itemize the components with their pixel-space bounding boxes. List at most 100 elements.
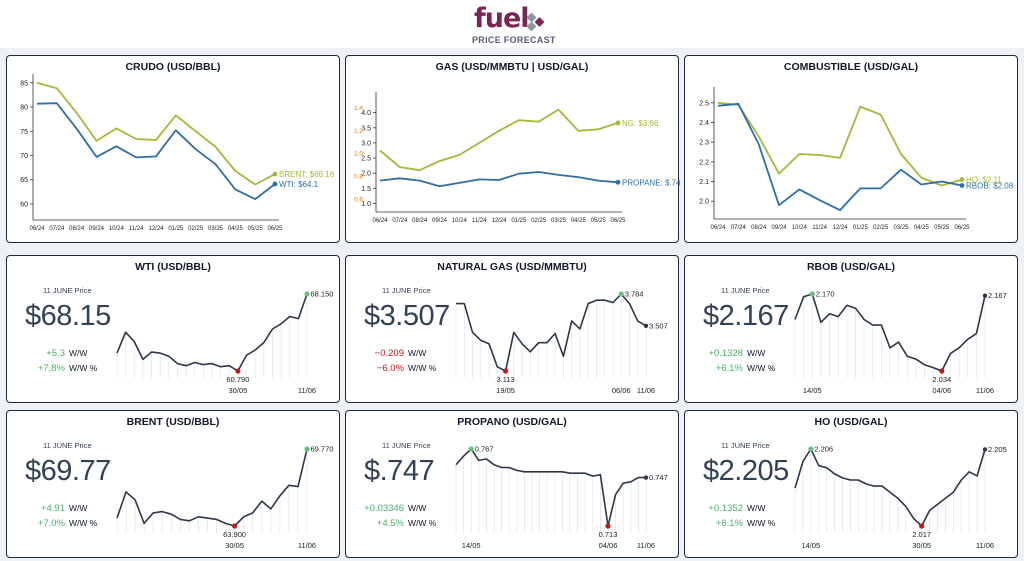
- series-end-label: WTI: $64.1: [279, 180, 319, 189]
- x-tick-label: 03/25: [893, 225, 909, 231]
- y-tick-label: 80: [20, 105, 28, 112]
- change-ww-label: W/W: [69, 503, 88, 513]
- change-ww-pct: +6.1%: [715, 518, 743, 529]
- change-ww: −0.209: [374, 348, 404, 359]
- x-tick-label: 06/25: [610, 218, 626, 224]
- x-tick-label: 04/25: [571, 218, 587, 224]
- tile-title: NATURAL GAS (USD/MMBTU): [437, 261, 587, 273]
- tile-title: WTI (USD/BBL): [135, 261, 211, 273]
- header: fuel PRICE FORECAST: [0, 0, 1024, 48]
- x-tick-label: 09/24: [771, 225, 787, 231]
- y2-tick-label: 0.8: [354, 174, 363, 181]
- price-line: [455, 448, 646, 527]
- chart-title: GAS (USD/MMBTU | USD/GAL): [435, 61, 589, 73]
- panel-propano: PROPANO (USD/GAL) 11 JUNE Price $.747 +0…: [345, 410, 679, 558]
- crudo-chart: 60 65 70 75 80 85 06/24 07/24 08/24 09/24 10/24 11/…: [20, 74, 335, 232]
- tile-title: RBOB (USD/GAL): [806, 261, 896, 273]
- x-tick-label: 14/05: [803, 386, 822, 395]
- max-point: [618, 291, 624, 297]
- logo-subtitle: PRICE FORECAST: [472, 35, 556, 45]
- y-tick-label: 2.1: [699, 179, 709, 186]
- price-line: [116, 293, 308, 372]
- x-tick-label: 19/05: [496, 386, 515, 395]
- series-end-point: [615, 179, 621, 185]
- series-end-point: [615, 120, 621, 126]
- change-ww-pct-label: W/W %: [747, 518, 776, 528]
- series-end-point: [272, 181, 278, 187]
- tile-title: BRENT (USD/BBL): [126, 416, 220, 428]
- change-ww-pct-label: W/W %: [747, 363, 776, 373]
- y-tick-label: 70: [20, 153, 28, 160]
- change-ww: +0.1328: [708, 348, 743, 359]
- y-tick-label: 1.0: [361, 201, 371, 208]
- price-line: [456, 293, 647, 372]
- y-tick-label: 75: [20, 129, 28, 136]
- change-ww-pct: +7.8%: [37, 363, 65, 374]
- ho-sparkline: 2.017 2.206 2.205 14/05 30/05 11/06: [794, 445, 1007, 550]
- series-end-point: [272, 171, 278, 177]
- max-label: 68.150: [311, 290, 334, 299]
- x-tick-label: 06/25: [267, 226, 283, 232]
- change-ww-pct: +7.0%: [37, 518, 65, 529]
- chart-title: COMBUSTIBLE (USD/GAL): [783, 61, 919, 73]
- x-tick-label: 12/24: [491, 218, 507, 224]
- max-point: [808, 446, 814, 452]
- y-tick-label: 4.0: [361, 110, 371, 117]
- change-ww: +5.3: [46, 348, 65, 359]
- x-tick-label: 04/25: [914, 225, 930, 231]
- series-end-label: RBOB: $2.08: [966, 181, 1014, 190]
- x-tick-label: 01/25: [511, 218, 527, 224]
- y-tick-label: 3.0: [361, 140, 371, 147]
- last-label: 3.507: [649, 321, 668, 330]
- chart-title: CRUDO (USD/BBL): [125, 61, 221, 73]
- last-point: [982, 447, 988, 452]
- x-tick-label: 06/06: [612, 386, 631, 395]
- combustible-chart: 2.0 2.1 2.2 2.3 2.4 2.5 06/24 07/24 08/24 09/24 10…: [699, 87, 1014, 231]
- panel-gas: GAS (USD/MMBTU | USD/GAL) 1.0 1.5 2.0 2.5 3.…: [345, 55, 680, 243]
- y-tick-label: 85: [20, 80, 28, 87]
- tile-title: PROPANO (USD/GAL): [457, 416, 567, 428]
- last-label: 2.167: [988, 291, 1007, 300]
- x-tick-label: 07/24: [49, 226, 65, 232]
- x-tick-label: 11/24: [129, 226, 144, 232]
- price-value: $69.77: [25, 455, 111, 487]
- change-ww-pct: −6.0%: [376, 363, 404, 374]
- change-ww-label: W/W: [747, 503, 766, 513]
- x-tick-label: 08/24: [751, 225, 767, 231]
- max-point: [304, 446, 310, 452]
- x-tick-label: 11/06: [976, 386, 994, 395]
- x-tick-label: 06/24: [372, 218, 388, 224]
- panel-brent: BRENT (USD/BBL) 11 JUNE Price $69.77 +4.…: [6, 410, 340, 558]
- series-end-label: BRENT: $66.16: [279, 170, 335, 179]
- x-tick-label: 11/06: [298, 541, 316, 550]
- logo-wordmark: fuel: [474, 3, 530, 34]
- x-tick-label: 09/24: [432, 218, 448, 224]
- max-label: 2.206: [814, 445, 833, 454]
- y-tick-label: 3.5: [361, 125, 371, 132]
- panel-crudo: CRUDO (USD/BBL) 60 65 70 75 80 85 06/24 07/24 08…: [6, 55, 340, 243]
- change-ww: +0.1352: [708, 503, 743, 514]
- y2-tick-label: 0.6: [354, 196, 363, 203]
- max-point: [468, 446, 474, 452]
- rbob-sparkline: 2.034 2.170 2.167 14/05 04/06 11/06: [794, 290, 1007, 395]
- change-ww-label: W/W: [408, 348, 427, 358]
- tile-title: HO (USD/GAL): [814, 416, 888, 428]
- min-point: [502, 368, 509, 374]
- series-line-rbob: [717, 102, 963, 212]
- x-tick-label: 11/06: [637, 386, 655, 395]
- min-point: [235, 368, 241, 374]
- min-point: [605, 523, 611, 529]
- min-label: 2.034: [932, 375, 951, 384]
- y-tick-label: 1.5: [361, 186, 371, 193]
- change-ww-label: W/W: [747, 348, 766, 358]
- x-tick-label: 02/25: [188, 226, 204, 232]
- max-label: 3.784: [625, 290, 644, 299]
- price-caption: 11 JUNE Price: [382, 441, 431, 450]
- series-line-ho: [717, 101, 963, 187]
- panel-ho: HO (USD/GAL) 11 JUNE Price $2.205 +0.135…: [684, 410, 1018, 558]
- series-line-ng: [379, 108, 619, 172]
- x-tick-label: 04/25: [228, 226, 244, 232]
- x-tick-label: 05/25: [591, 218, 607, 224]
- last-point: [643, 475, 649, 480]
- max-label: 69.770: [311, 445, 334, 454]
